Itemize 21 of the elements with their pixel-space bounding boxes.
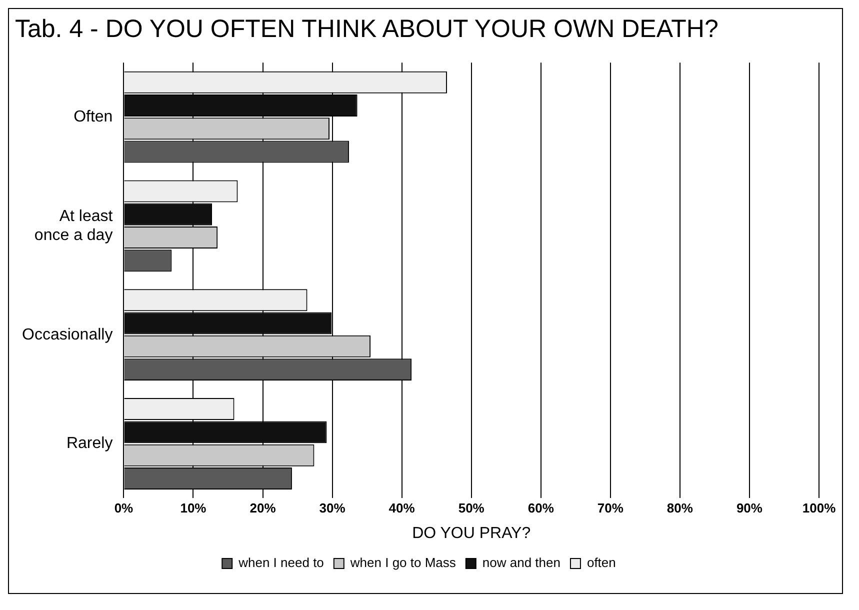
y-tick-label: Often bbox=[74, 108, 113, 126]
x-tick-label: 0% bbox=[114, 500, 134, 516]
x-tick-label: 80% bbox=[666, 500, 694, 516]
x-axis-title: DO YOU PRAY? bbox=[412, 524, 531, 542]
chart-title: Tab. 4 - DO YOU OFTEN THINK ABOUT YOUR OWN DEATH? bbox=[14, 14, 720, 44]
x-tick-label: 90% bbox=[736, 500, 763, 516]
y-tick-label: Rarely bbox=[66, 435, 113, 452]
legend-label: when I need to bbox=[238, 555, 324, 570]
legend-label: when I go to Mass bbox=[349, 555, 456, 570]
x-tick-label: 40% bbox=[388, 500, 416, 516]
x-tick-label: 70% bbox=[597, 500, 624, 516]
x-tick-label: 50% bbox=[458, 500, 485, 516]
y-tick-label: Occasionally bbox=[22, 326, 113, 344]
legend-label: now and then bbox=[482, 555, 560, 570]
legend-label: often bbox=[586, 555, 616, 570]
y-tick-label: At least once a day bbox=[34, 208, 114, 244]
x-tick-label: 100% bbox=[802, 500, 836, 516]
x-tick-label: 10% bbox=[180, 500, 207, 516]
x-tick-label: 20% bbox=[250, 500, 276, 516]
x-tick-label: 60% bbox=[528, 500, 554, 516]
x-tick-label: 30% bbox=[319, 500, 346, 516]
